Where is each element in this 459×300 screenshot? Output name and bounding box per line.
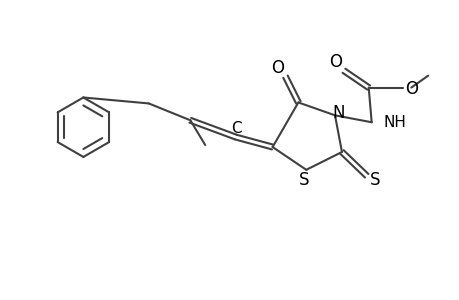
Text: N: N [332,104,345,122]
Text: S: S [369,171,379,189]
Text: O: O [329,53,342,71]
Text: S: S [298,171,309,189]
Text: C: C [231,121,242,136]
Text: O: O [404,80,417,98]
Text: NH: NH [383,115,406,130]
Text: O: O [270,59,284,77]
